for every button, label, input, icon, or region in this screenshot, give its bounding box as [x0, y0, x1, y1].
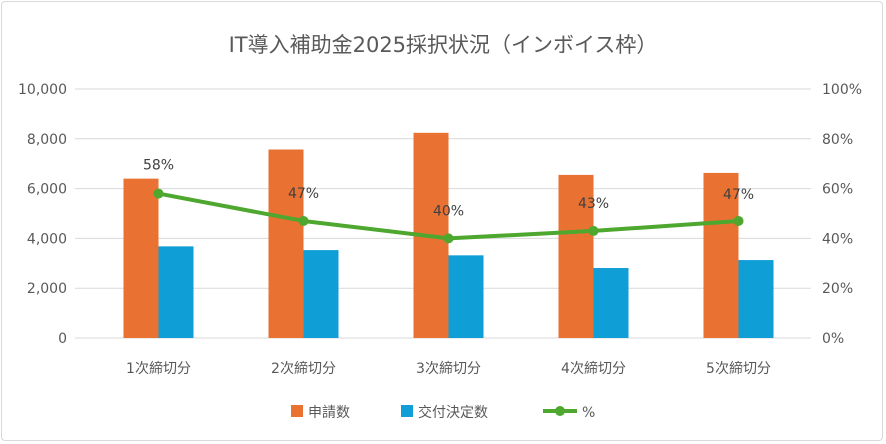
y2-tick-label: 60%: [822, 182, 853, 198]
y-tick-label: 2,000: [27, 281, 67, 297]
bar-grants: [738, 260, 774, 338]
y2-tick-label: 0%: [822, 331, 844, 347]
data-label: 47%: [723, 187, 754, 203]
x-tick-label: 1次締切分: [126, 360, 191, 377]
line-point: [733, 215, 744, 226]
chart-title: IT導入補助金2025採択状況（インボイス枠）: [229, 33, 658, 57]
bar-applications: [558, 174, 594, 338]
y2-tick-label: 100%: [822, 82, 862, 98]
y-tick-label: 0: [58, 331, 67, 347]
y2-tick-label: 20%: [822, 281, 853, 297]
bar-applications: [123, 178, 159, 338]
legend-swatch-applications: [291, 405, 303, 417]
line-point: [153, 188, 164, 199]
x-tick-label: 4次締切分: [561, 360, 626, 377]
data-label: 40%: [433, 203, 464, 219]
y2-tick-label: 80%: [822, 132, 853, 148]
legend-marker-percent: [555, 406, 565, 416]
y-tick-label: 4,000: [27, 231, 67, 247]
legend-label: 交付決定数: [418, 404, 488, 421]
y-tick-label: 8,000: [27, 132, 67, 148]
y2-tick-label: 40%: [822, 231, 853, 247]
bar-applications: [703, 172, 739, 338]
legend-label: %: [582, 405, 595, 421]
data-label: 47%: [288, 186, 319, 202]
bar-applications: [268, 149, 304, 338]
y-tick-label: 6,000: [27, 182, 67, 198]
line-point: [443, 233, 454, 244]
legend-swatch-grants: [401, 405, 413, 417]
y-tick-label: 10,000: [18, 82, 67, 98]
bar-grants: [303, 250, 339, 338]
legend-label: 申請数: [308, 405, 350, 421]
bar-grants: [448, 255, 484, 338]
line-point: [298, 215, 309, 226]
bar-grants: [593, 268, 629, 338]
data-label: 58%: [143, 158, 174, 174]
x-tick-label: 2次締切分: [271, 360, 336, 377]
data-label: 43%: [578, 196, 609, 212]
x-tick-label: 5次締切分: [706, 360, 771, 377]
x-tick-label: 3次締切分: [416, 360, 481, 377]
line-point: [588, 225, 599, 236]
bar-grants: [158, 246, 194, 338]
